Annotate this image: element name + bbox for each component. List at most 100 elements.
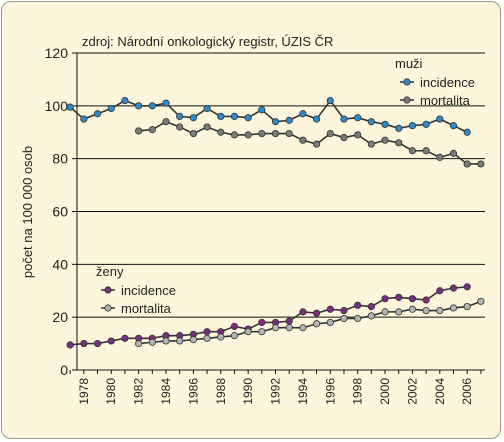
data-point <box>436 153 444 161</box>
y-tick-label: 0 <box>60 362 68 378</box>
data-point <box>121 96 129 105</box>
legend-swatch-marker <box>104 286 112 294</box>
data-point <box>436 115 444 123</box>
legends: muži incidence mortalita ženy incidence morta… <box>96 56 475 316</box>
data-point <box>271 324 280 332</box>
data-point <box>422 306 430 315</box>
x-tick-label: 1994 <box>296 378 310 405</box>
data-point <box>162 337 170 345</box>
legend-swatch-marker <box>104 304 112 312</box>
data-point <box>326 305 334 313</box>
data-point <box>148 338 156 346</box>
data-point <box>80 115 88 123</box>
legend-swatch-marker <box>403 96 411 104</box>
data-point <box>449 304 458 312</box>
x-tick-label: 2002 <box>405 378 419 405</box>
series-line <box>138 300 482 345</box>
source-note: zdroj: Národní onkologický registr, ÚZIS… <box>82 34 333 49</box>
data-point <box>408 305 417 313</box>
legend-title: muži <box>395 56 423 71</box>
series-line <box>69 99 468 133</box>
x-tick-label: 1980 <box>104 378 118 405</box>
data-point <box>340 133 348 142</box>
x-tick-label: 1988 <box>214 378 228 405</box>
data-point <box>436 306 444 315</box>
data-point <box>230 112 239 121</box>
data-point <box>395 308 403 316</box>
data-point <box>312 320 321 328</box>
data-point <box>326 96 334 105</box>
data-point <box>312 140 321 148</box>
data-point <box>477 160 485 168</box>
data-point <box>449 149 458 157</box>
y-tick-label: 20 <box>52 309 68 325</box>
data-point <box>299 110 307 118</box>
data-point <box>203 123 211 131</box>
y-tick-label: 60 <box>52 204 68 220</box>
data-point <box>395 139 403 147</box>
data-point <box>340 115 348 123</box>
data-point <box>299 308 307 316</box>
x-tick-label: 1986 <box>186 378 200 405</box>
data-point <box>422 147 430 155</box>
data-point <box>258 328 266 336</box>
data-point <box>230 332 239 340</box>
data-point <box>189 129 197 138</box>
legend-label: mortalita <box>121 301 172 316</box>
data-point <box>107 104 115 113</box>
data-point <box>203 328 211 336</box>
data-point <box>189 114 197 122</box>
data-point <box>367 312 375 320</box>
data-point <box>66 103 74 111</box>
data-point <box>244 328 252 336</box>
data-point <box>326 318 334 327</box>
legend-swatch-marker <box>403 78 411 86</box>
data-point <box>217 333 225 341</box>
x-tick-label: 1996 <box>323 378 337 405</box>
data-point <box>135 127 143 135</box>
x-tick-label: 1990 <box>241 378 255 405</box>
data-point <box>258 106 266 114</box>
data-point <box>121 334 129 342</box>
series-1 <box>135 118 485 168</box>
data-point <box>463 128 471 136</box>
data-point <box>463 302 471 311</box>
data-point <box>217 112 225 121</box>
data-point <box>135 102 143 110</box>
data-point <box>285 129 293 138</box>
data-point <box>271 129 280 138</box>
legend-1: ženy incidence mortalita <box>96 264 176 316</box>
data-point <box>176 123 184 131</box>
x-tick-label: 1984 <box>159 378 173 405</box>
series-2 <box>66 283 471 349</box>
x-tick-label: 1998 <box>351 378 365 405</box>
data-point <box>148 126 156 134</box>
data-point <box>312 115 321 123</box>
y-tick-label: 80 <box>52 151 68 167</box>
y-ticks: 0 20 40 60 80 100 120 <box>45 45 77 378</box>
data-point <box>354 301 362 309</box>
series-3 <box>135 297 485 348</box>
data-point <box>299 136 307 144</box>
data-point <box>285 324 293 332</box>
legend-label: mortalita <box>420 93 471 108</box>
data-point <box>258 129 266 138</box>
y-tick-label: 100 <box>45 98 69 114</box>
legend-0: muži incidence mortalita <box>395 56 475 108</box>
data-point <box>244 114 252 122</box>
data-point <box>176 112 184 121</box>
line-chart: zdroj: Národní onkologický registr, ÚZIS… <box>20 34 485 405</box>
data-point <box>449 122 458 130</box>
series-group <box>66 96 485 349</box>
data-point <box>436 287 444 295</box>
y-axis-label: počet na 100 000 osob <box>20 146 35 278</box>
data-point <box>271 118 280 126</box>
data-point <box>107 337 115 345</box>
data-point <box>408 147 417 155</box>
data-point <box>217 128 225 136</box>
data-point <box>395 124 403 132</box>
data-point <box>244 131 252 139</box>
data-point <box>230 131 239 139</box>
x-ticks: 1978 1980 1982 1984 1986 1988 1990 1992 1994 1996… <box>69 370 482 405</box>
